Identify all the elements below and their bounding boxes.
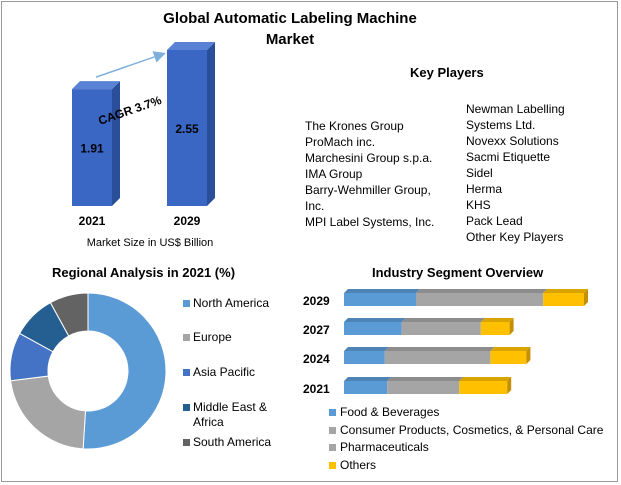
legend-swatch	[329, 409, 336, 416]
key-player-item: IMA Group	[305, 167, 363, 181]
regional-donut-chart	[9, 292, 167, 450]
segment-category-label: 2021	[303, 382, 330, 396]
legend-swatch	[329, 461, 336, 469]
segment-category-label: 2027	[303, 323, 330, 337]
legend-label: Others	[340, 457, 377, 472]
page-title: Global Automatic Labeling Machine Market	[163, 10, 417, 48]
key-player-item: MPI Label Systems, Inc.	[305, 215, 435, 229]
market-bar-2021	[72, 81, 120, 206]
legend-label: North America	[193, 296, 270, 310]
segment-bar-end	[526, 347, 531, 364]
regional-analysis-title: Regional Analysis in 2021 (%)	[52, 265, 236, 280]
legend-swatch	[183, 439, 190, 446]
segment-bar-2027	[344, 318, 406, 335]
segment-bar-2029	[416, 289, 548, 306]
industry-segment-title: Industry Segment Overview	[372, 265, 544, 280]
legend-swatch	[329, 444, 336, 451]
key-player-item: Sacmi Etiquette	[466, 150, 551, 164]
legend-swatch	[183, 404, 190, 411]
legend-swatch	[329, 426, 336, 434]
legend-label: South America	[193, 435, 272, 449]
legend-label: Asia Pacific	[193, 365, 256, 379]
key-player-item: Inc.	[305, 199, 325, 213]
segment-bar-2029	[344, 289, 420, 306]
segment-bar-end	[509, 318, 514, 335]
donut-slice-north-america	[82, 292, 167, 450]
segment-bar-2024	[344, 347, 389, 364]
segment-bar-2024	[384, 347, 495, 364]
key-player-item: Systems Ltd.	[466, 118, 536, 132]
segment-bar-2021	[344, 377, 392, 394]
segment-bar-2027	[401, 318, 485, 335]
key-player-item: Novexx Solutions	[466, 134, 559, 148]
key-player-item: Marchesini Group s.p.a.	[305, 151, 433, 165]
segment-bar-end	[584, 289, 588, 306]
segment-category-label: 2029	[303, 294, 330, 308]
legend-swatch	[183, 369, 190, 376]
key-player-item: ProMach inc.	[305, 135, 376, 149]
segment-bar-2029	[543, 289, 588, 306]
market-bar-value-label: 1.91	[80, 142, 104, 156]
key-player-item: Other Key Players	[466, 230, 564, 244]
market-bar-category-label: 2029	[174, 214, 201, 228]
legend-swatch	[183, 300, 190, 307]
segment-bar-2027	[480, 318, 514, 335]
legend-label: Consumer Products, Cosmetics, & Personal…	[340, 422, 604, 437]
key-player-item: KHS	[466, 198, 491, 212]
segment-bar-2021	[459, 377, 512, 394]
key-player-item: Herma	[466, 182, 503, 196]
legend-label: Europe	[193, 330, 232, 344]
key-player-item: Sidel	[466, 166, 493, 180]
segment-category-label: 2024	[303, 352, 330, 366]
market-bar-2029	[167, 41, 215, 206]
legend-label: Pharmaceuticals	[340, 440, 429, 454]
legend-label: Middle East & Africa	[193, 400, 268, 429]
market-bar-value-label: 2.55	[175, 122, 199, 136]
market-bar-category-label: 2021	[79, 214, 106, 228]
key-player-item: Barry-Wehmiller Group,	[305, 183, 431, 197]
segment-bar-end	[507, 377, 512, 394]
key-player-item: Newman Labelling	[466, 102, 565, 116]
donut-slice-south-america	[49, 292, 89, 337]
legend-label: Food & Beverages	[340, 405, 440, 419]
legend-swatch	[183, 334, 190, 341]
key-players-title: Key Players	[410, 65, 484, 80]
market-size-axis-label: Market Size in US$ Billion	[87, 237, 214, 249]
cagr-arrow	[95, 51, 166, 78]
key-player-item: Pack Lead	[466, 214, 523, 228]
segment-bar-2024	[490, 347, 531, 364]
key-player-item: The Krones Group	[305, 119, 404, 133]
segment-bar-2021	[387, 377, 464, 394]
